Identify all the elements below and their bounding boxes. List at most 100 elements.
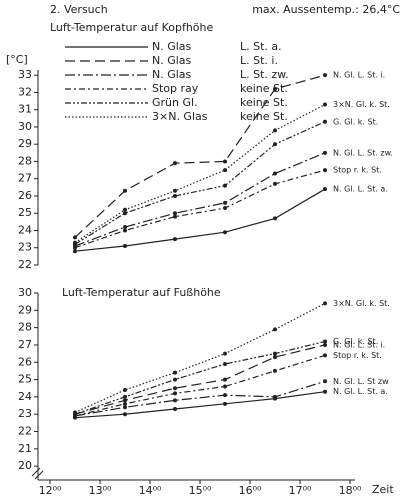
data-point [123,401,127,406]
legend-name: N. Glas [152,54,192,67]
series-line [74,121,326,245]
data-point [273,181,277,186]
legend-name: Grün Gl. [152,96,198,109]
data-point [273,394,277,399]
data-point [123,398,127,403]
data-point [73,235,77,240]
y-tick-label: 20 [18,459,32,472]
data-point [273,351,277,356]
data-point [273,142,277,147]
series-line [74,152,326,247]
end-label: N. Gl. L. St. i. [333,71,385,80]
end-label: N. Gl. L. St. i. [333,340,385,349]
data-point [123,405,127,410]
series-line [74,380,326,417]
end-label: G. Gl. k. St. [333,337,378,346]
data-point [123,207,127,212]
data-point [173,398,177,403]
y-tick-label: 27 [18,172,32,185]
data-point [223,351,227,356]
x-tick-label: 15⁰⁰ [189,484,212,497]
data-point [123,387,127,392]
data-point [123,244,127,249]
chart-title: Luft-Temperatur auf Kopfhöhe [50,21,214,34]
end-label: N. Gl. L. St. a. [333,387,388,396]
y-tick-label: 31 [18,103,32,116]
x-tick-label: 14⁰⁰ [139,484,162,497]
y-tick-label: 23 [18,241,32,254]
data-point [173,214,177,219]
axis-break [31,467,44,480]
y-tick-label: 30 [18,286,32,299]
data-point [73,249,77,254]
y-tick-label: 24 [18,223,32,236]
legend-name: 3×N. Glas [152,110,208,123]
data-point [273,128,277,133]
data-point [223,183,227,188]
data-point [223,168,227,173]
data-point [223,361,227,366]
data-point [123,394,127,399]
y-tick-label: 24 [18,390,32,403]
heading: 2. Versuch [50,3,108,16]
end-label: N. Gl. L. St. zw. [333,148,393,157]
data-point [173,391,177,396]
y-tick-label: 22 [18,258,32,271]
data-point [323,187,327,192]
data-point [173,211,177,216]
data-point [273,327,277,332]
data-point [223,393,227,398]
y-tick-label: 21 [18,442,32,455]
data-point [173,161,177,166]
data-point [173,188,177,193]
series-line [74,169,326,249]
end-label: Stop r. k. St. [333,166,382,175]
end-label: 3×N. Gl. k. St. [333,100,390,109]
data-point [223,377,227,382]
chart-title: Luft-Temperatur auf Fußhöhe [62,286,221,299]
data-point [273,216,277,221]
data-point [273,368,277,373]
data-point [273,86,277,91]
y-tick-label: 33 [18,68,32,81]
end-label: 3×N. Gl. k. St. [333,299,390,308]
data-point [223,401,227,406]
data-point [223,384,227,389]
data-point [173,407,177,412]
series-line [74,188,326,252]
series-line [74,354,326,417]
data-point [323,389,327,394]
y-tick-label: 29 [18,303,32,316]
data-point [123,211,127,216]
series-line [74,391,326,419]
y-tick-label: 30 [18,120,32,133]
data-point [323,150,327,155]
data-point [323,339,327,344]
y-tick-label: 22 [18,425,32,438]
x-label: Zeit [372,483,394,496]
end-label: N. Gl. L. St. a. [333,185,388,194]
end-label: Stop r. k. St. [333,351,382,360]
y-tick-label: 29 [18,137,32,150]
data-point [273,355,277,360]
data-point [123,188,127,193]
x-tick-label: 16⁰⁰ [239,484,262,497]
data-point [223,159,227,164]
legend-name: N. Glas [152,68,192,81]
series-line [74,340,326,415]
series-line [74,74,326,238]
data-point [123,225,127,230]
data-point [123,228,127,233]
series-line [74,302,326,414]
end-label: G. Gl. k. St. [333,117,378,126]
data-point [173,193,177,198]
legend-condition: keine St. [240,82,288,95]
data-point [223,206,227,211]
data-point [73,410,77,415]
data-point [173,377,177,382]
legend-name: N. Glas [152,40,192,53]
legend-condition: L. St. i. [240,54,278,67]
data-point [173,370,177,375]
legend-condition: L. St. zw. [240,68,289,81]
